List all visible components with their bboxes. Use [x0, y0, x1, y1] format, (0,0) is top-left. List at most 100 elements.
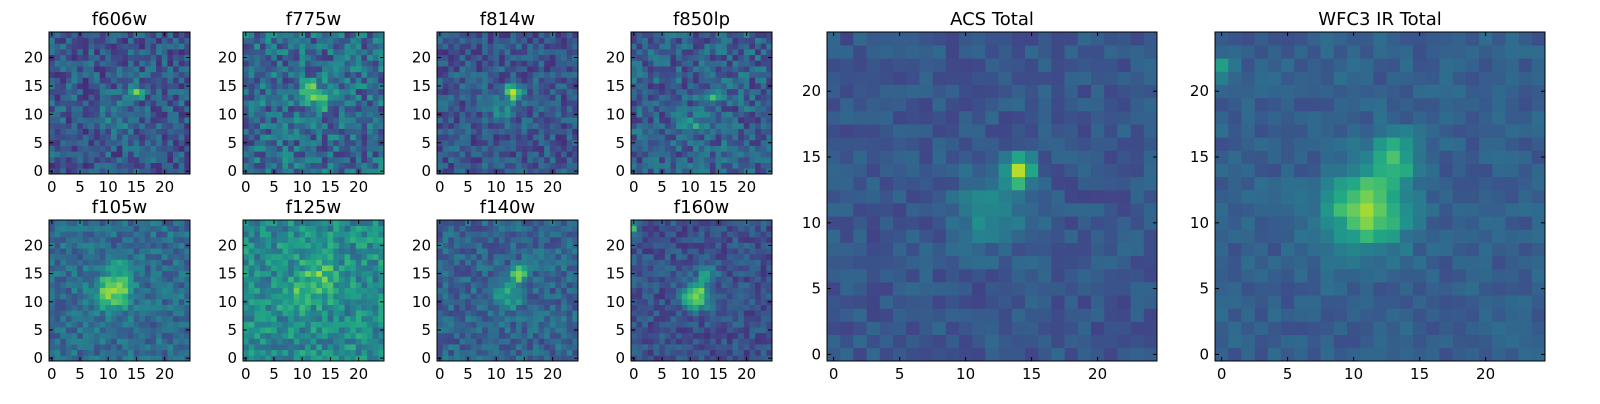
heatmap-cell: [749, 100, 755, 106]
heatmap-cell: [72, 146, 78, 152]
heatmap-cell: [145, 355, 151, 361]
heatmap-cell: [333, 77, 339, 83]
heatmap-cell: [766, 94, 772, 100]
heatmap-cell: [322, 350, 328, 356]
heatmap-cell: [72, 38, 78, 44]
heatmap-cell: [476, 344, 482, 350]
heatmap-cell: [333, 117, 339, 123]
heatmap-cell: [471, 66, 477, 72]
heatmap-cell: [465, 243, 471, 249]
heatmap-cell: [448, 344, 454, 350]
heatmap-cell: [117, 129, 123, 135]
heatmap-cell: [471, 248, 477, 254]
heatmap-cell: [766, 43, 772, 49]
heatmap-cell: [345, 310, 351, 316]
heatmap-cell: [443, 231, 449, 237]
heatmap-cell: [682, 117, 688, 123]
heatmap-cell: [322, 77, 328, 83]
heatmap-cell: [271, 259, 277, 265]
heatmap-cell: [361, 55, 367, 61]
heatmap-cell: [282, 163, 288, 169]
heatmap-cell: [145, 134, 151, 140]
heatmap-cell: [488, 316, 494, 322]
heatmap-cell: [66, 77, 72, 83]
heatmap-cell: [305, 237, 311, 243]
heatmap-cell: [254, 282, 260, 288]
heatmap-cell: [727, 305, 733, 311]
x-tick-label: 15: [321, 365, 340, 383]
heatmap-cell: [572, 338, 578, 344]
heatmap-cell: [145, 146, 151, 152]
heatmap-cell: [637, 168, 643, 174]
heatmap-cell: [243, 288, 249, 294]
heatmap-cell: [693, 310, 699, 316]
heatmap-cell: [77, 310, 83, 316]
heatmap-cell: [134, 299, 140, 305]
heatmap-cell: [488, 248, 494, 254]
heatmap-cell: [488, 32, 494, 38]
heatmap-cell: [738, 94, 744, 100]
heatmap-cell: [378, 226, 384, 232]
heatmap-cell: [367, 66, 373, 72]
heatmap-cell: [173, 49, 179, 55]
heatmap-cell: [460, 350, 466, 356]
heatmap-cell: [55, 344, 61, 350]
heatmap-cell: [260, 100, 266, 106]
heatmap-cell: [299, 89, 305, 95]
heatmap-cell: [488, 220, 494, 226]
heatmap-cell: [516, 163, 522, 169]
heatmap-cell: [66, 32, 72, 38]
x-tick-label: 20: [349, 178, 368, 196]
heatmap-cell: [471, 49, 477, 55]
heatmap-cell: [637, 146, 643, 152]
heatmap-cell: [738, 327, 744, 333]
heatmap-cell: [134, 310, 140, 316]
heatmap-cell: [443, 43, 449, 49]
heatmap-cell: [555, 226, 561, 232]
heatmap-cell: [561, 344, 567, 350]
heatmap-cell: [122, 49, 128, 55]
heatmap-cell: [243, 305, 249, 311]
heatmap-cell: [167, 106, 173, 112]
heatmap-cell: [460, 157, 466, 163]
heatmap-cell: [361, 106, 367, 112]
heatmap-cell: [179, 94, 185, 100]
heatmap-cell: [510, 100, 516, 106]
heatmap-cell: [505, 157, 511, 163]
heatmap-cell: [167, 237, 173, 243]
heatmap-cell: [339, 134, 345, 140]
heatmap-cell: [260, 72, 266, 78]
heatmap-cell: [749, 333, 755, 339]
heatmap-cell: [544, 276, 550, 282]
heatmap-cell: [510, 248, 516, 254]
heatmap-cell: [179, 231, 185, 237]
heatmap-cell: [733, 333, 739, 339]
heatmap-cell: [454, 112, 460, 118]
heatmap-cell: [179, 333, 185, 339]
heatmap-cell: [294, 157, 300, 163]
heatmap-cell: [111, 134, 117, 140]
heatmap-cell: [567, 134, 573, 140]
x-tick-label: 0: [435, 178, 445, 196]
heatmap-cell: [761, 305, 767, 311]
heatmap-cell: [631, 123, 637, 129]
heatmap-cell: [266, 117, 272, 123]
heatmap-cell: [339, 94, 345, 100]
heatmap-cell: [316, 151, 322, 157]
heatmap-cell: [134, 350, 140, 356]
heatmap-cell: [361, 288, 367, 294]
heatmap-cell: [167, 83, 173, 89]
heatmap-cell: [476, 72, 482, 78]
heatmap-cell: [167, 60, 173, 66]
heatmap-cell: [648, 310, 654, 316]
heatmap-cell: [766, 157, 772, 163]
heatmap-cell: [333, 322, 339, 328]
heatmap-cell: [454, 310, 460, 316]
heatmap-cell: [316, 237, 322, 243]
heatmap-cell: [162, 117, 168, 123]
heatmap-cell: [744, 117, 750, 123]
heatmap-cell: [288, 265, 294, 271]
heatmap-cell: [373, 151, 379, 157]
heatmap-cell: [55, 66, 61, 72]
heatmap-cell: [156, 327, 162, 333]
